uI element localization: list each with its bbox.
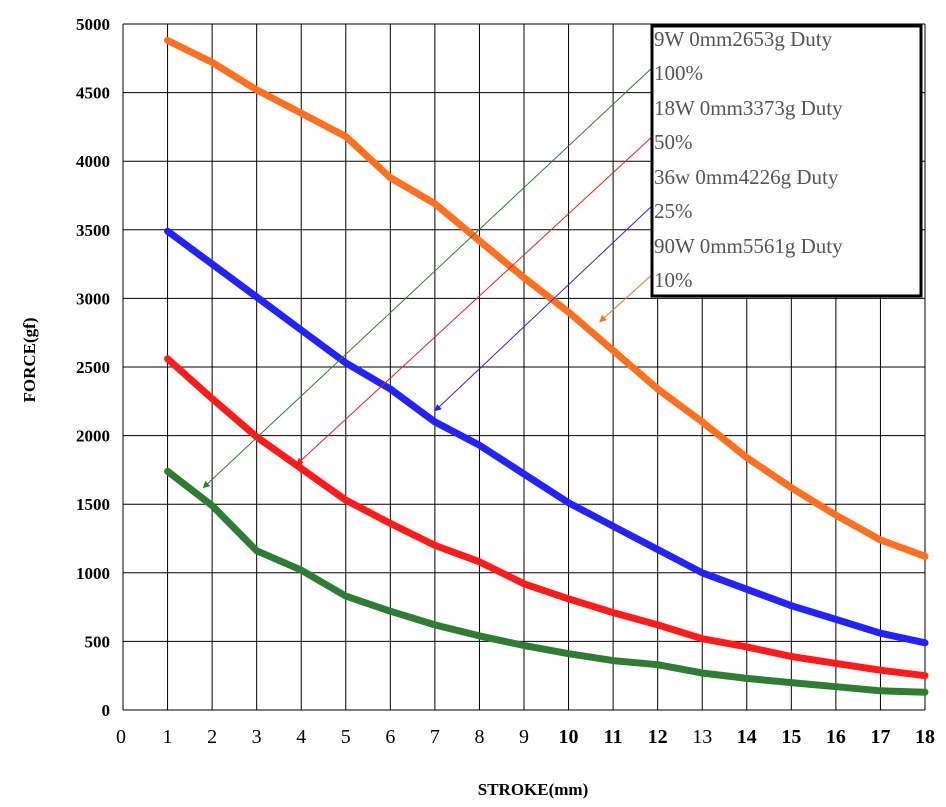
x-tick-label: 14 [737, 726, 757, 748]
legend-entry-text: 9W 0mm2653g Duty [654, 27, 833, 51]
x-tick-label: 7 [430, 726, 440, 748]
legend-entry-text: 25% [654, 199, 693, 223]
legend-pointer-arrows [202, 65, 655, 489]
x-tick-label: 15 [781, 726, 801, 748]
legend-entry-text: 36w 0mm4226g Duty [654, 165, 839, 189]
series-line-1 [164, 355, 929, 680]
y-axis-title: FORCE(gf) [20, 318, 39, 403]
pointer-arrow-0 [202, 65, 655, 489]
legend-entry-text: 10% [654, 268, 693, 292]
x-tick-label: 5 [341, 726, 351, 748]
series-line-0 [164, 467, 929, 696]
y-tick-label: 500 [85, 632, 111, 651]
x-axis-title: STROKE(mm) [478, 780, 589, 799]
x-tick-label: 3 [252, 726, 262, 748]
legend-box [650, 24, 923, 298]
x-tick-label: 18 [915, 726, 935, 748]
x-tick-label: 12 [648, 726, 668, 748]
y-tick-label: 0 [102, 701, 111, 720]
y-tick-label: 2000 [76, 427, 110, 446]
legend-entry-text: 90W 0mm5561g Duty [654, 234, 843, 258]
legend-entry-text: 100% [654, 61, 703, 85]
pointer-arrow-2 [434, 203, 655, 412]
y-tick-label: 4500 [76, 84, 110, 103]
series-line-2 [164, 227, 929, 647]
y-tick-label: 1500 [76, 495, 110, 514]
x-tick-label: 0 [116, 726, 126, 748]
legend-entry-text: 18W 0mm3373g Duty [654, 96, 843, 120]
legend-entry-text: 50% [654, 130, 693, 154]
x-tick-label: 8 [474, 726, 484, 748]
series-lines [164, 37, 929, 696]
y-tick-label: 5000 [76, 15, 110, 34]
x-tick-label: 10 [559, 726, 579, 748]
x-tick-label: 2 [207, 726, 217, 748]
y-tick-label: 3500 [76, 221, 110, 240]
x-tick-label: 17 [870, 726, 890, 748]
x-tick-label: 16 [826, 726, 846, 748]
y-axis-ticks: 0 500 1000 1500 2000 2500 3000 3500 4000 4500 5000 [76, 15, 110, 720]
x-tick-label: 9 [519, 726, 529, 748]
x-tick-label: 1 [163, 726, 173, 748]
pointer-arrow-1 [296, 134, 655, 465]
x-tick-label: 4 [296, 726, 306, 748]
x-tick-label: 13 [692, 726, 712, 748]
pointer-arrow-3 [599, 272, 655, 323]
x-tick-label: 11 [604, 726, 623, 748]
x-axis-ticks: 0 1 2 3 4 5 6 7 8 9 10 11 12 13 14 15 16 17 18 [116, 726, 935, 748]
y-tick-label: 4000 [76, 152, 110, 171]
y-tick-label: 2500 [76, 358, 110, 377]
x-tick-label: 6 [385, 726, 395, 748]
y-tick-label: 3000 [76, 289, 110, 308]
legend: 9W 0mm2653g Duty 100% 18W 0mm3373g Duty 50%… [650, 24, 923, 298]
y-tick-label: 1000 [76, 564, 110, 583]
series-line-3 [164, 37, 929, 560]
